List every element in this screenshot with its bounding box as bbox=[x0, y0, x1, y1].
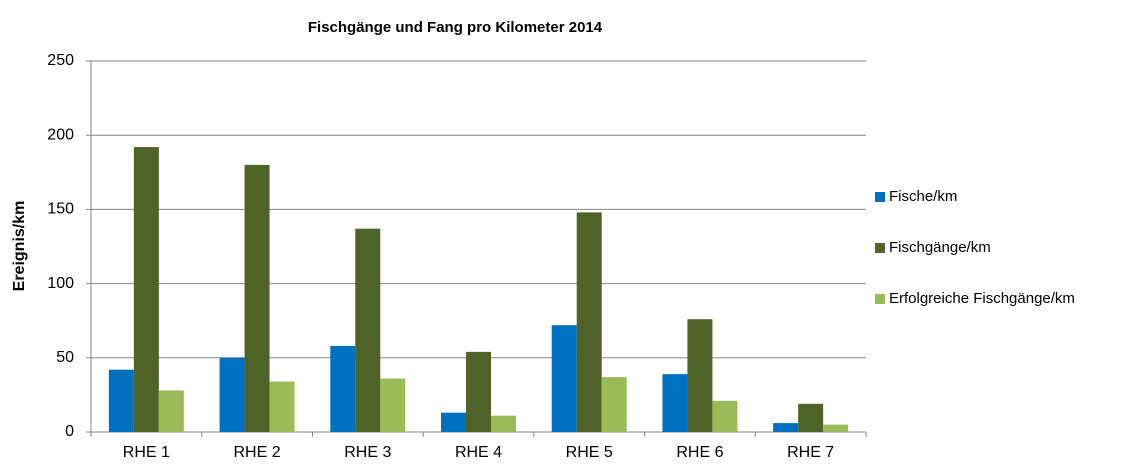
bar bbox=[687, 319, 713, 432]
bar bbox=[219, 357, 245, 432]
bar bbox=[244, 164, 270, 432]
legend-swatch bbox=[875, 294, 885, 304]
bar bbox=[491, 415, 516, 432]
bar bbox=[773, 423, 799, 432]
chart-title: Fischgänge und Fang pro Kilometer 2014 bbox=[308, 19, 603, 36]
x-tick-label: RHE 4 bbox=[455, 444, 502, 461]
x-tick-label: RHE 2 bbox=[234, 444, 281, 461]
bar bbox=[601, 377, 627, 432]
bar bbox=[576, 212, 602, 432]
x-tick-label: RHE 5 bbox=[566, 444, 613, 461]
y-tick-label: 150 bbox=[47, 201, 74, 218]
bar bbox=[798, 403, 824, 432]
legend-label: Fischgänge/km bbox=[889, 239, 991, 256]
x-tick-label: RHE 7 bbox=[787, 444, 834, 461]
legend-label: Erfolgreiche Fischgänge/km bbox=[889, 290, 1075, 307]
bar bbox=[158, 390, 184, 432]
y-tick-label: 100 bbox=[47, 275, 74, 292]
bar bbox=[823, 424, 849, 432]
legend-swatch bbox=[875, 192, 885, 202]
y-tick-label: 250 bbox=[47, 52, 74, 69]
y-tick-label: 0 bbox=[65, 423, 74, 440]
bar bbox=[662, 374, 688, 432]
y-tick-label: 50 bbox=[56, 349, 74, 366]
legend-label: Fische/km bbox=[889, 188, 957, 205]
bar bbox=[551, 325, 577, 432]
bar bbox=[712, 400, 738, 432]
bar bbox=[330, 345, 356, 432]
bar bbox=[380, 378, 406, 432]
x-tick-label: RHE 1 bbox=[123, 444, 170, 461]
legend-swatch bbox=[875, 243, 885, 253]
bar bbox=[466, 351, 491, 432]
bar bbox=[133, 147, 159, 432]
x-tick-label: RHE 6 bbox=[676, 444, 723, 461]
bar bbox=[355, 228, 381, 432]
bar bbox=[108, 369, 134, 432]
bar bbox=[441, 412, 466, 432]
x-tick-label: RHE 3 bbox=[344, 444, 391, 461]
y-axis-label: Ereignis/km bbox=[11, 201, 28, 292]
bar bbox=[269, 381, 295, 432]
y-tick-label: 200 bbox=[47, 126, 74, 143]
